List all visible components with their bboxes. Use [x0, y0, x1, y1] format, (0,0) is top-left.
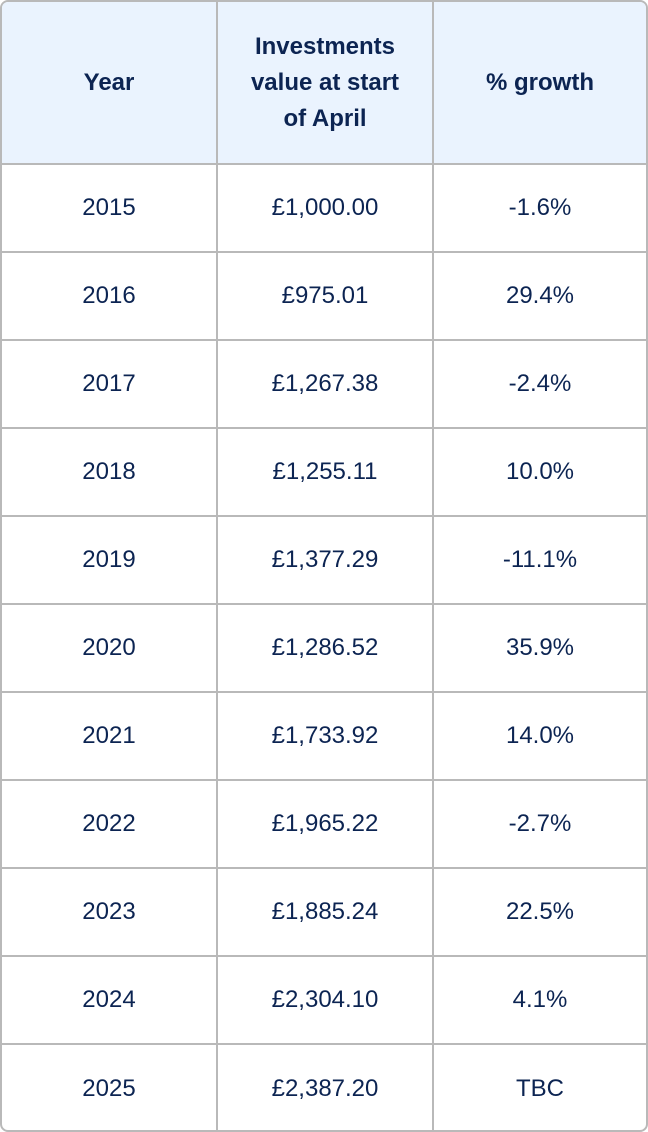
table-row: 2015 £1,000.00 -1.6% [2, 163, 646, 253]
table-row: 2019 £1,377.29 -11.1% [2, 515, 646, 605]
table-row: 2017 £1,267.38 -2.4% [2, 339, 646, 429]
growth-cell: -11.1% [432, 515, 646, 605]
table-row: 2016 £975.01 29.4% [2, 251, 646, 341]
header-growth: % growth [432, 2, 646, 165]
growth-cell: -1.6% [432, 163, 646, 253]
value-cell: £2,387.20 [216, 1043, 434, 1130]
table-row: 2020 £1,286.52 35.9% [2, 603, 646, 693]
table-row: 2021 £1,733.92 14.0% [2, 691, 646, 781]
growth-cell: -2.4% [432, 339, 646, 429]
year-cell: 2019 [2, 515, 218, 605]
value-cell: £1,885.24 [216, 867, 434, 957]
value-cell: £1,377.29 [216, 515, 434, 605]
year-cell: 2025 [2, 1043, 218, 1130]
table-row: 2022 £1,965.22 -2.7% [2, 779, 646, 869]
year-cell: 2021 [2, 691, 218, 781]
value-cell: £1,000.00 [216, 163, 434, 253]
table-row: 2024 £2,304.10 4.1% [2, 955, 646, 1045]
header-investment-value: Investments value at start of April [216, 2, 434, 165]
year-cell: 2022 [2, 779, 218, 869]
growth-cell: 4.1% [432, 955, 646, 1045]
year-cell: 2015 [2, 163, 218, 253]
value-cell: £1,255.11 [216, 427, 434, 517]
growth-cell: -2.7% [432, 779, 646, 869]
table-row: 2018 £1,255.11 10.0% [2, 427, 646, 517]
table-header-row: Year Investments value at start of April… [2, 2, 646, 165]
growth-cell: 14.0% [432, 691, 646, 781]
year-cell: 2017 [2, 339, 218, 429]
table-row: 2025 £2,387.20 TBC [2, 1043, 646, 1130]
growth-cell: 35.9% [432, 603, 646, 693]
growth-cell: 22.5% [432, 867, 646, 957]
year-cell: 2020 [2, 603, 218, 693]
growth-cell: 29.4% [432, 251, 646, 341]
year-cell: 2024 [2, 955, 218, 1045]
value-cell: £1,733.92 [216, 691, 434, 781]
value-cell: £1,286.52 [216, 603, 434, 693]
table-row: 2023 £1,885.24 22.5% [2, 867, 646, 957]
year-cell: 2023 [2, 867, 218, 957]
value-cell: £1,965.22 [216, 779, 434, 869]
table-body: 2015 £1,000.00 -1.6% 2016 £975.01 29.4% … [2, 163, 646, 1130]
value-cell: £2,304.10 [216, 955, 434, 1045]
value-cell: £975.01 [216, 251, 434, 341]
year-cell: 2016 [2, 251, 218, 341]
value-cell: £1,267.38 [216, 339, 434, 429]
growth-cell: 10.0% [432, 427, 646, 517]
header-year: Year [2, 2, 218, 165]
growth-cell: TBC [432, 1043, 646, 1130]
year-cell: 2018 [2, 427, 218, 517]
